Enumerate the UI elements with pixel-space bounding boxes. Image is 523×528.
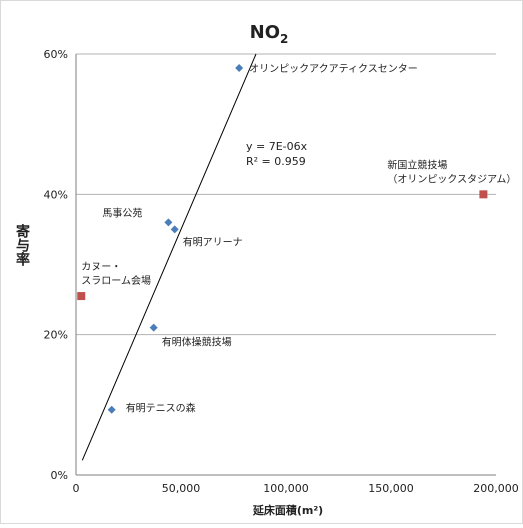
data-point-label: （オリンピックスタジアム） bbox=[387, 173, 516, 185]
trendline-r-squared: R² = 0.959 bbox=[246, 155, 306, 168]
gridlines bbox=[76, 53, 496, 336]
axes: 0% 20% 40% 60% 0 50,000 100,000 150,000 200,000 bbox=[44, 48, 519, 495]
data-point-diamond bbox=[170, 225, 179, 234]
data-point-square bbox=[479, 190, 488, 199]
data-point-diamond bbox=[164, 218, 173, 227]
data-point-label: 新国立競技場 bbox=[387, 158, 447, 171]
y-tick-label: 20% bbox=[44, 329, 68, 342]
data-point-label: オリンピックアクアティクスセンター bbox=[249, 63, 418, 75]
data-point-label: 有明アリーナ bbox=[183, 235, 243, 248]
y-tick-label: 0% bbox=[51, 469, 68, 482]
data-point-square bbox=[77, 292, 86, 301]
trendline-group bbox=[81, 53, 257, 461]
data-point-diamond bbox=[107, 405, 116, 414]
y-tick-label: 40% bbox=[44, 188, 68, 201]
data-point-label: スラローム会場 bbox=[81, 274, 151, 287]
data-point-label: カヌー・ bbox=[81, 261, 121, 273]
data-point-diamond bbox=[149, 323, 158, 332]
trendline bbox=[81, 53, 257, 461]
chart-title-subscript: 2 bbox=[280, 32, 288, 46]
data-point-label: 馬事公苑 bbox=[102, 206, 142, 219]
trendline-equation: y = 7E-06x bbox=[246, 140, 308, 153]
x-tick-label: 150,000 bbox=[368, 482, 414, 495]
points-group bbox=[77, 64, 488, 414]
data-point-label: 有明テニスの森 bbox=[126, 402, 196, 415]
x-tick-label: 0 bbox=[73, 482, 80, 495]
x-tick-label: 200,000 bbox=[473, 482, 519, 495]
data-point-label: 有明体操競技場 bbox=[162, 336, 232, 349]
chart-title: NO2 bbox=[250, 22, 289, 46]
x-tick-label: 100,000 bbox=[263, 482, 309, 495]
data-point-diamond bbox=[235, 64, 244, 73]
point-labels-group: オリンピックアクアティクスセンター馬事公苑有明アリーナ有明体操競技場有明テニスの… bbox=[81, 63, 516, 415]
x-axis-title: 延床面積(m²) bbox=[252, 503, 323, 517]
y-axis-title: 寄与率 bbox=[14, 223, 30, 267]
y-tick-label: 60% bbox=[44, 48, 68, 61]
x-tick-label: 50,000 bbox=[162, 482, 201, 495]
